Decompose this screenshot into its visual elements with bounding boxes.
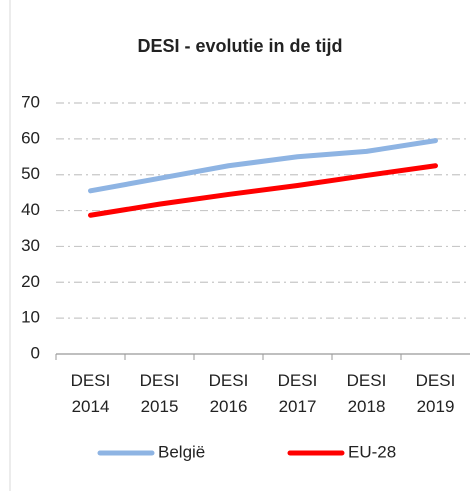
x-tick-label: DESI 2015 (140, 371, 180, 416)
y-tick-label: 70 (21, 92, 40, 111)
series-line (88, 163, 438, 218)
legend-label: België (158, 442, 205, 461)
y-tick-label: 20 (21, 272, 40, 291)
legend-label: EU-28 (348, 442, 396, 461)
x-tick-label: DESI 2018 (347, 371, 387, 416)
series-line (88, 138, 438, 194)
x-tick-label: DESI 2016 (209, 371, 249, 416)
y-tick-label: 30 (21, 236, 40, 255)
x-tick-label: DESI 2014 (71, 371, 111, 416)
y-tick-label: 10 (21, 308, 40, 327)
x-tick-label: DESI 2019 (416, 371, 456, 416)
y-tick-label: 60 (21, 128, 40, 147)
y-tick-label: 40 (21, 200, 40, 219)
x-tick-label: DESI 2017 (278, 371, 318, 416)
chart-title: DESI - evolutie in de tijd (137, 36, 342, 56)
y-tick-label: 0 (31, 343, 40, 362)
y-tick-label: 50 (21, 164, 40, 183)
